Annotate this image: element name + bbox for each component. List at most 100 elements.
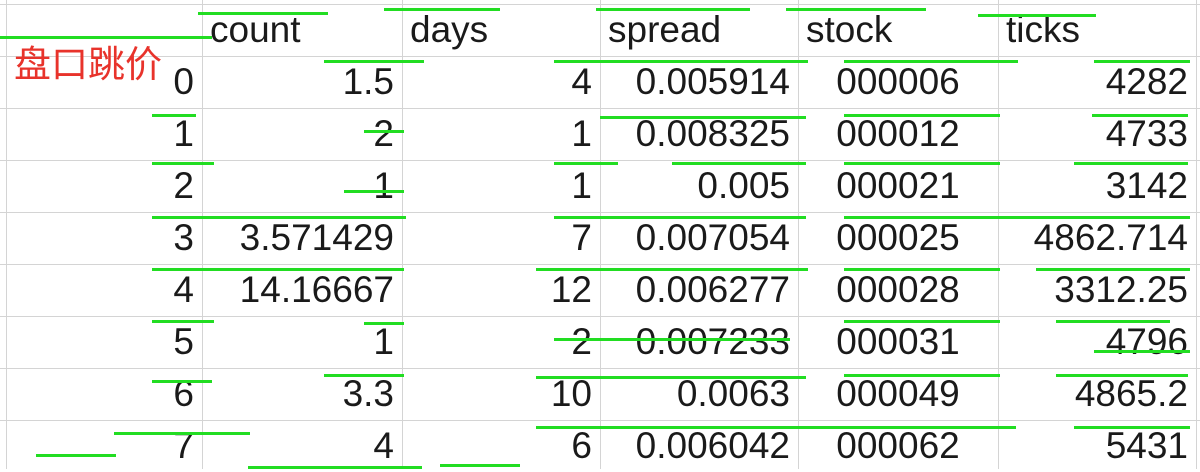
cell-spread[interactable]: 0.008325 [635,113,790,154]
green-mark [324,60,424,63]
green-mark [440,464,520,467]
green-mark [198,12,328,15]
green-mark [1056,374,1188,377]
grid-row-line [0,56,1200,57]
cell-spread[interactable]: 0.006042 [635,425,790,466]
header-days[interactable]: days [410,9,489,50]
header-stock[interactable]: stock [806,9,893,50]
cell-spread[interactable]: 0.0063 [676,373,790,414]
cell-stock[interactable]: 000062 [836,425,960,466]
cell-spread[interactable]: 0.007233 [635,321,790,362]
cell-days[interactable]: 1 [571,113,592,154]
green-mark [152,320,214,323]
cell-stock[interactable]: 000049 [836,373,960,414]
cell-days[interactable]: 2 [571,321,592,362]
green-mark [152,114,196,117]
cell-stock[interactable]: 000021 [836,165,960,206]
green-mark [554,338,790,341]
grid-row-line [0,108,1200,109]
green-mark [844,216,1190,219]
cell-days[interactable]: 1 [571,165,592,206]
header-spread[interactable]: spread [608,9,722,50]
green-mark [1094,60,1190,63]
cell-count[interactable]: 1.5 [342,61,394,102]
green-mark [786,8,926,11]
green-mark [844,114,1000,117]
row-index[interactable]: 7 [173,425,194,466]
cell-ticks[interactable]: 4796 [1105,321,1188,362]
green-mark [1094,350,1190,353]
cell-count[interactable]: 3.3 [342,373,394,414]
cell-ticks[interactable]: 5431 [1105,425,1188,466]
green-mark [1074,426,1190,429]
row-index[interactable]: 0 [173,61,194,102]
green-mark [384,8,500,11]
cell-days[interactable]: 12 [550,269,592,310]
row-index[interactable]: 3 [173,217,194,258]
cell-ticks[interactable]: 3312.25 [1054,269,1188,310]
green-mark [1074,162,1188,165]
grid-col-line [1196,0,1197,469]
green-mark [0,36,212,39]
sheet-title: 盘口跳价 [14,43,162,86]
green-mark [978,14,1096,17]
green-mark [364,322,404,325]
cell-spread[interactable]: 0.007054 [635,217,790,258]
cell-count[interactable]: 1 [373,165,394,206]
cell-count[interactable]: 14.16667 [239,269,394,310]
green-mark [152,216,406,219]
row-index[interactable]: 2 [173,165,194,206]
cell-stock[interactable]: 000025 [836,217,960,258]
cell-count[interactable]: 3.571429 [239,217,394,258]
green-mark [844,374,1000,377]
cell-spread[interactable]: 0.005 [697,165,790,206]
header-count[interactable]: count [210,9,301,50]
cell-count[interactable]: 4 [373,425,394,466]
green-mark [536,426,1016,429]
green-mark [536,376,806,379]
cell-ticks[interactable]: 3142 [1105,165,1188,206]
grid-row-line [0,212,1200,213]
cell-ticks[interactable]: 4733 [1105,113,1188,154]
header-ticks[interactable]: ticks [1006,9,1080,50]
cell-stock[interactable]: 000031 [836,321,960,362]
grid-col-line [600,0,601,469]
row-index[interactable]: 4 [173,269,194,310]
row-index[interactable]: 1 [173,113,194,154]
cell-days[interactable]: 10 [550,373,592,414]
cell-stock[interactable]: 000006 [836,61,960,102]
green-mark [152,268,404,271]
green-mark [36,454,116,457]
green-mark [844,268,1000,271]
grid-col-line [402,0,403,469]
green-mark [844,162,1000,165]
cell-stock[interactable]: 000028 [836,269,960,310]
cell-stock[interactable]: 000012 [836,113,960,154]
cell-days[interactable]: 6 [571,425,592,466]
cell-count[interactable]: 2 [373,113,394,154]
row-index[interactable]: 6 [173,373,194,414]
grid-col-line [798,0,799,469]
green-mark [344,190,404,193]
green-mark [152,162,214,165]
green-mark [672,162,806,165]
cell-ticks[interactable]: 4862.714 [1033,217,1188,258]
cell-days[interactable]: 7 [571,217,592,258]
green-mark [1056,320,1170,323]
cell-days[interactable]: 4 [571,61,592,102]
cell-count[interactable]: 1 [373,321,394,362]
green-mark [152,380,212,383]
green-mark [600,116,806,119]
grid-row-line [0,420,1200,421]
row-index[interactable]: 5 [173,321,194,362]
green-mark [596,8,750,11]
cell-spread[interactable]: 0.006277 [635,269,790,310]
green-mark [1092,114,1188,117]
grid-row-line [0,316,1200,317]
green-mark [554,162,618,165]
green-mark [554,216,806,219]
cell-ticks[interactable]: 4282 [1105,61,1188,102]
cell-spread[interactable]: 0.005914 [635,61,790,102]
cell-ticks[interactable]: 4865.2 [1074,373,1188,414]
